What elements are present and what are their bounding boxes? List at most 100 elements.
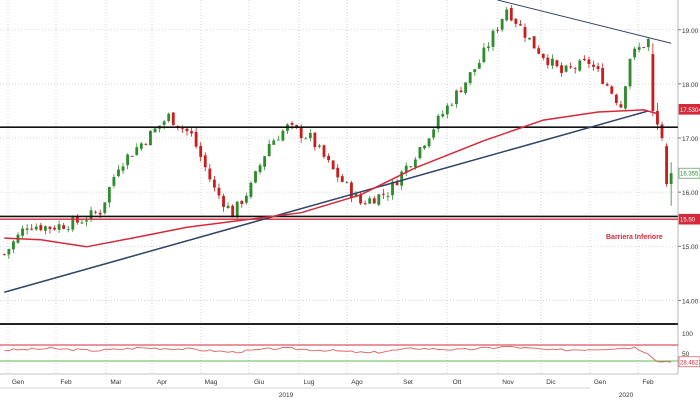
rsi-tag-box xyxy=(678,356,700,368)
candle xyxy=(222,193,225,212)
candle xyxy=(190,126,193,137)
candle xyxy=(231,204,235,218)
candle xyxy=(185,128,189,136)
candle-body xyxy=(162,121,166,125)
candle-body xyxy=(587,59,591,65)
x-tick-label: Mag xyxy=(205,379,218,386)
price-tag-label: 17.5304 xyxy=(680,108,700,114)
candle-body xyxy=(171,112,175,126)
candle xyxy=(528,37,531,41)
candle-body xyxy=(519,24,522,26)
candle xyxy=(582,55,586,62)
candle-body xyxy=(441,114,445,117)
candle-body xyxy=(368,198,372,204)
price-tag-box xyxy=(678,167,700,179)
candle-body xyxy=(514,18,518,24)
candle xyxy=(445,103,449,119)
candle-body xyxy=(509,7,513,21)
candle xyxy=(139,142,143,152)
candle-body xyxy=(541,53,545,58)
candle xyxy=(130,155,134,157)
candle-body xyxy=(48,226,52,230)
candle xyxy=(546,54,550,69)
candle xyxy=(350,180,353,203)
rsi-tick-label: 50 xyxy=(682,351,690,358)
candle-body xyxy=(130,155,134,157)
candle xyxy=(642,46,646,49)
candle-body xyxy=(331,160,335,170)
candle-body xyxy=(217,187,221,196)
candle xyxy=(2,253,6,256)
candle-body xyxy=(409,166,413,168)
candle xyxy=(336,164,340,182)
candle xyxy=(254,170,257,184)
candle xyxy=(126,153,130,170)
y-tick-label: 15.00 xyxy=(682,244,699,251)
candle xyxy=(194,127,198,149)
candle xyxy=(94,210,98,215)
candle-body xyxy=(601,68,605,84)
candle xyxy=(171,112,175,126)
rsi-line xyxy=(4,345,672,363)
candle xyxy=(199,142,203,162)
candle xyxy=(66,225,70,233)
candle-body xyxy=(226,205,230,209)
candle xyxy=(112,174,116,189)
candle xyxy=(569,62,573,70)
candle-body xyxy=(2,254,6,255)
candle xyxy=(167,112,171,123)
candle xyxy=(651,43,655,117)
candle xyxy=(624,85,627,112)
candle-body xyxy=(7,249,11,255)
candle xyxy=(564,64,568,73)
candle-body xyxy=(592,64,595,67)
candle-body xyxy=(656,110,659,125)
candle xyxy=(62,222,66,230)
candle-body xyxy=(336,167,340,178)
candle-body xyxy=(34,226,38,230)
candle-body xyxy=(610,86,614,94)
candle xyxy=(491,28,495,51)
year-label: 2020 xyxy=(619,392,634,399)
candle xyxy=(318,143,321,149)
candle-body xyxy=(578,60,582,71)
candle xyxy=(441,110,445,118)
candle-body xyxy=(560,65,563,73)
candle-body xyxy=(240,201,244,204)
candle-body xyxy=(340,176,344,182)
candle xyxy=(226,202,230,209)
candle xyxy=(436,114,440,133)
candle-body xyxy=(573,68,577,69)
candle xyxy=(418,146,422,160)
candle-body xyxy=(89,210,93,220)
candle xyxy=(327,153,330,163)
candle-body xyxy=(619,104,623,108)
candle xyxy=(409,165,413,169)
candle-body xyxy=(505,9,509,21)
candle xyxy=(614,93,618,106)
candle-body xyxy=(117,169,120,177)
candle xyxy=(523,23,527,42)
candle-body xyxy=(80,222,84,224)
candle xyxy=(601,63,605,85)
candle xyxy=(25,223,29,235)
candle xyxy=(519,20,522,26)
candle-body xyxy=(496,29,499,31)
candle-body xyxy=(153,128,157,133)
candle xyxy=(30,223,34,231)
candle-body xyxy=(569,66,573,68)
candle xyxy=(464,82,468,96)
candle-body xyxy=(135,147,139,155)
candle xyxy=(610,85,614,95)
candle xyxy=(468,72,472,86)
candle xyxy=(43,225,47,235)
candle xyxy=(117,165,120,178)
candle-body xyxy=(468,72,472,83)
candle-body xyxy=(395,182,399,186)
candle-body xyxy=(404,165,408,173)
candle-body xyxy=(308,132,312,139)
candle xyxy=(587,56,591,69)
candle xyxy=(605,82,609,87)
trendline-resistance xyxy=(497,0,672,44)
